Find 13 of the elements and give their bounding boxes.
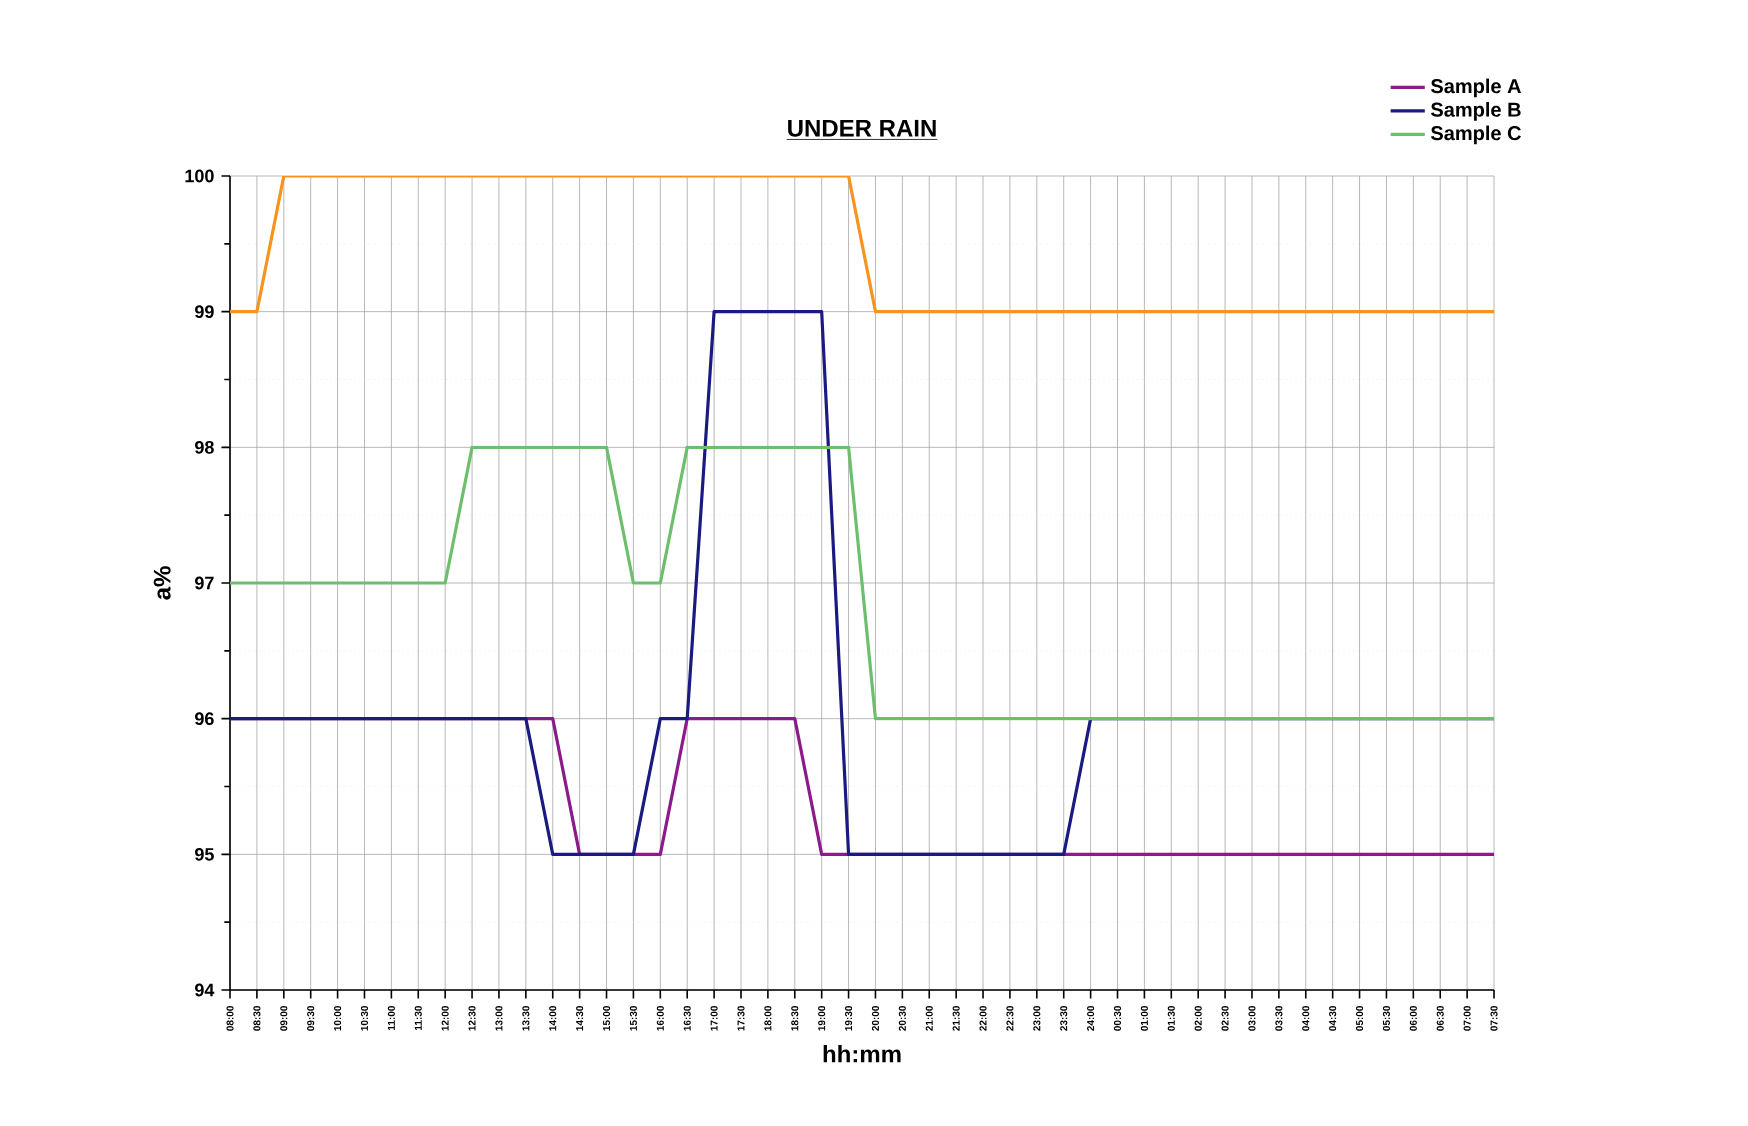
y-tick-label: 98: [195, 440, 214, 454]
y-tick-label: 96: [195, 712, 214, 726]
y-tick-label: 94: [195, 983, 215, 997]
y-axis-title: a%: [153, 566, 171, 600]
y-tick-label: 97: [195, 576, 214, 590]
legend-label: Sample B: [1430, 102, 1521, 121]
y-tick-label: 95: [195, 847, 214, 861]
legend-label: Sample A: [1430, 78, 1521, 98]
y-tick-label: 99: [195, 305, 214, 319]
x-axis-title: hh:mm: [823, 1044, 901, 1063]
legend-label: Sample C: [1430, 125, 1521, 145]
chart-title: UNDER RAIN: [788, 119, 936, 137]
y-tick-label: 100: [185, 169, 214, 183]
